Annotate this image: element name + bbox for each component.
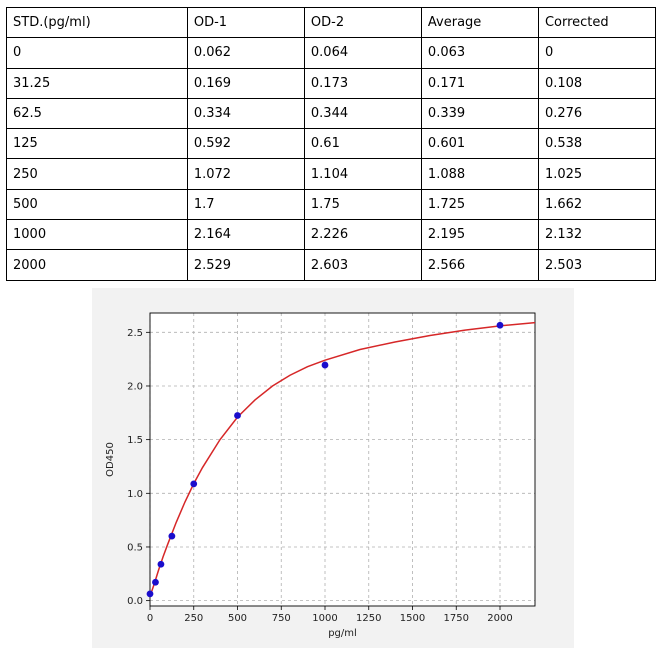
table-row: 500 1.7 1.75 1.725 1.662 (6, 188, 657, 221)
plot-area (150, 313, 535, 606)
table-header-row: STD.(pg/ml) OD-1 OD-2 Average Corrected (6, 6, 657, 39)
data-point (157, 560, 165, 568)
cell-average: 1.088 (420, 158, 539, 190)
cell-corrected: 0.108 (537, 67, 657, 99)
table-row: 2000 2.529 2.603 2.566 2.503 (6, 249, 657, 281)
cell-od2: 1.104 (303, 158, 422, 190)
table-row: 1000 2.164 2.226 2.195 2.132 (6, 219, 657, 251)
cell-od2: 1.75 (303, 188, 422, 221)
y-tick-label: 2.0 (127, 381, 143, 392)
y-axis-title: OD450 (105, 442, 116, 477)
x-tick-label: 1500 (400, 613, 425, 624)
cell-std: 31.25 (6, 67, 188, 99)
cell-corrected: 2.132 (537, 219, 657, 251)
cell-std: 125 (6, 128, 188, 160)
data-point (321, 361, 329, 369)
y-tick-label: 2.5 (127, 328, 143, 339)
cell-od1: 2.164 (186, 219, 305, 251)
cell-od1: 0.169 (186, 67, 305, 99)
standard-curve-chart: 0 250 500 750 1000 1250 1500 1750 2000 0.0 0.5 1.0 1… (105, 312, 536, 639)
data-point (152, 578, 159, 586)
standard-curve-table: STD.(pg/ml) OD-1 OD-2 Average Corrected … (6, 6, 657, 281)
x-tick-label: 2000 (487, 613, 512, 624)
table-row: 0 0.062 0.064 0.063 0 (6, 37, 657, 69)
x-tick-label: 1250 (356, 613, 381, 624)
chart-panel: 0 250 500 750 1000 1250 1500 1750 2000 0.0 0.5 1.0 1… (92, 288, 574, 648)
table-row: 250 1.072 1.104 1.088 1.025 (6, 158, 657, 190)
y-tick-label: 1.0 (127, 489, 143, 500)
cell-od1: 0.334 (186, 97, 305, 130)
x-tick-label: 0 (147, 613, 153, 624)
cell-od2: 2.226 (303, 219, 422, 251)
table-row: 125 0.592 0.61 0.601 0.538 (6, 128, 657, 160)
cell-od1: 1.7 (186, 188, 305, 221)
cell-od2: 2.603 (303, 249, 422, 281)
x-tick-label: 750 (272, 613, 291, 624)
cell-od2: 0.173 (303, 67, 422, 99)
data-point (234, 412, 241, 419)
x-tick-label: 1750 (444, 613, 469, 624)
table-row: 31.25 0.169 0.173 0.171 0.108 (6, 67, 657, 99)
y-tick-label: 0.0 (127, 596, 143, 607)
y-tick-label: 0.5 (127, 542, 143, 553)
table-row: 62.5 0.334 0.344 0.339 0.276 (6, 97, 657, 130)
x-axis-title: pg/ml (328, 628, 357, 639)
data-point (496, 321, 504, 329)
y-tick-label: 1.5 (127, 435, 143, 446)
cell-od1: 0.592 (186, 128, 305, 160)
cell-corrected: 2.503 (537, 249, 657, 281)
plot-frame (149, 312, 536, 607)
cell-average: 1.725 (420, 188, 539, 221)
fit-curve (149, 321, 536, 597)
header-od2: OD-2 (303, 6, 422, 39)
cell-average: 0.063 (420, 37, 539, 69)
cell-average: 2.195 (420, 219, 539, 251)
cell-od2: 0.61 (303, 128, 422, 160)
cell-od2: 0.344 (303, 97, 422, 130)
header-corrected: Corrected (537, 6, 657, 39)
cell-od1: 1.072 (186, 158, 305, 190)
data-point (146, 590, 154, 598)
x-tick-label: 500 (228, 613, 247, 624)
cell-std: 250 (6, 158, 188, 190)
cell-average: 0.171 (420, 67, 539, 99)
cell-std: 62.5 (6, 97, 188, 130)
cell-corrected: 0.276 (537, 97, 657, 130)
cell-std: 0 (6, 37, 188, 69)
cell-std: 500 (6, 188, 188, 221)
cell-corrected: 1.025 (537, 158, 657, 190)
x-tick-label: 1000 (312, 613, 337, 624)
header-average: Average (420, 6, 539, 39)
cell-od1: 0.062 (186, 37, 305, 69)
header-od1: OD-1 (186, 6, 305, 39)
data-point (168, 532, 176, 540)
cell-std: 2000 (6, 249, 188, 281)
x-tick-label: 250 (184, 613, 203, 624)
data-point (190, 480, 198, 488)
cell-average: 2.566 (420, 249, 539, 281)
cell-average: 0.339 (420, 97, 539, 130)
cell-average: 0.601 (420, 128, 539, 160)
cell-od1: 2.529 (186, 249, 305, 281)
cell-std: 1000 (6, 219, 188, 251)
cell-od2: 0.064 (303, 37, 422, 69)
cell-corrected: 0.538 (537, 128, 657, 160)
header-std: STD.(pg/ml) (6, 6, 188, 39)
cell-corrected: 0 (537, 37, 657, 69)
cell-corrected: 1.662 (537, 188, 657, 221)
